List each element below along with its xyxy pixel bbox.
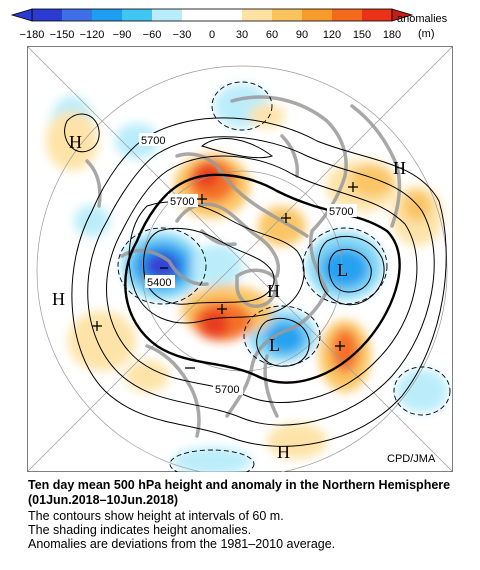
colorbar-swatch [212,9,243,21]
colorbar-tick-label: −150 [50,29,75,41]
polar-stereographic-map: 5700 5700 5700 5400 5700 H H H H H L L C… [27,46,453,472]
source-label: CPD/JMA [387,453,436,465]
high-center-1: H [69,132,82,152]
anomaly-colorbar: −180 −150 −120 −90 −60 −30 0 30 60 90 120 150 180 an… [10,8,448,41]
colorbar-swatch [122,9,153,21]
colorbar-tick-label: 60 [266,29,278,41]
colorbar-tick-labels: −180 −150 −120 −90 −60 −30 0 30 60 90 120 150 180 [20,29,402,41]
colorbar-swatch [332,9,363,21]
colorbar-swatch [92,9,123,21]
contour-label-5700-b: 5700 [170,196,194,208]
colorbar-tick-label: 120 [323,29,341,41]
colorbar-swatches [31,8,393,22]
colorbar-left-arrow [10,8,33,22]
colorbar-tick-label: 150 [353,29,371,41]
caption-title: Ten day mean 500 hPa height and anomaly … [28,478,451,507]
high-center-4: H [267,281,280,301]
colorbar-tick-label: −180 [20,29,45,41]
colorbar-tick-label: −30 [173,29,192,41]
caption-line-contours: The contours show height at intervals of… [28,509,284,523]
colorbar-unit: (m) [418,28,435,40]
anomaly-markers [92,182,358,369]
high-center-2: H [393,158,406,178]
colorbar-tick-label: 180 [383,29,401,41]
colorbar-swatch [302,9,333,21]
colorbar-tick-label: 90 [296,29,308,41]
contour-label-5700-d: 5700 [215,384,239,396]
contour-labels: 5700 5700 5700 5400 5700 [139,133,357,396]
colorbar-tick-label: 0 [209,29,215,41]
low-center-1: L [337,260,348,280]
colorbar-swatch [242,9,273,21]
contour-label-5700-c: 5700 [329,206,353,218]
colorbar-right-arrow [391,8,414,22]
colorbar-tick-label: −60 [143,29,162,41]
low-center-2: L [269,335,280,355]
colorbar-swatch [362,9,393,21]
colorbar-tick-label: 30 [236,29,248,41]
high-center-3: H [52,289,65,309]
colorbar-swatch [182,9,213,21]
colorbar-swatch [272,9,303,21]
pressure-centers: H H H H H L L [52,132,406,462]
contour-label-5400: 5400 [147,277,171,289]
lat-lon-grid [27,46,453,472]
anomaly-shading [46,84,448,472]
high-center-5: H [277,442,290,462]
colorbar-tick-label: −90 [113,29,132,41]
contour-label-5700-a: 5700 [141,135,165,147]
anomaly-dashed-contours [117,81,451,472]
colorbar-label: anomalies [397,13,448,25]
caption-line-shading: The shading indicates height anomalies. [28,523,252,537]
caption-line-anomalies: Anomalies are deviations from the 1981–2… [28,537,336,551]
colorbar-swatch [152,9,183,21]
colorbar-swatch [32,9,63,21]
height-contours [64,113,447,447]
colorbar-tick-label: −120 [80,29,105,41]
colorbar-swatch [62,9,93,21]
